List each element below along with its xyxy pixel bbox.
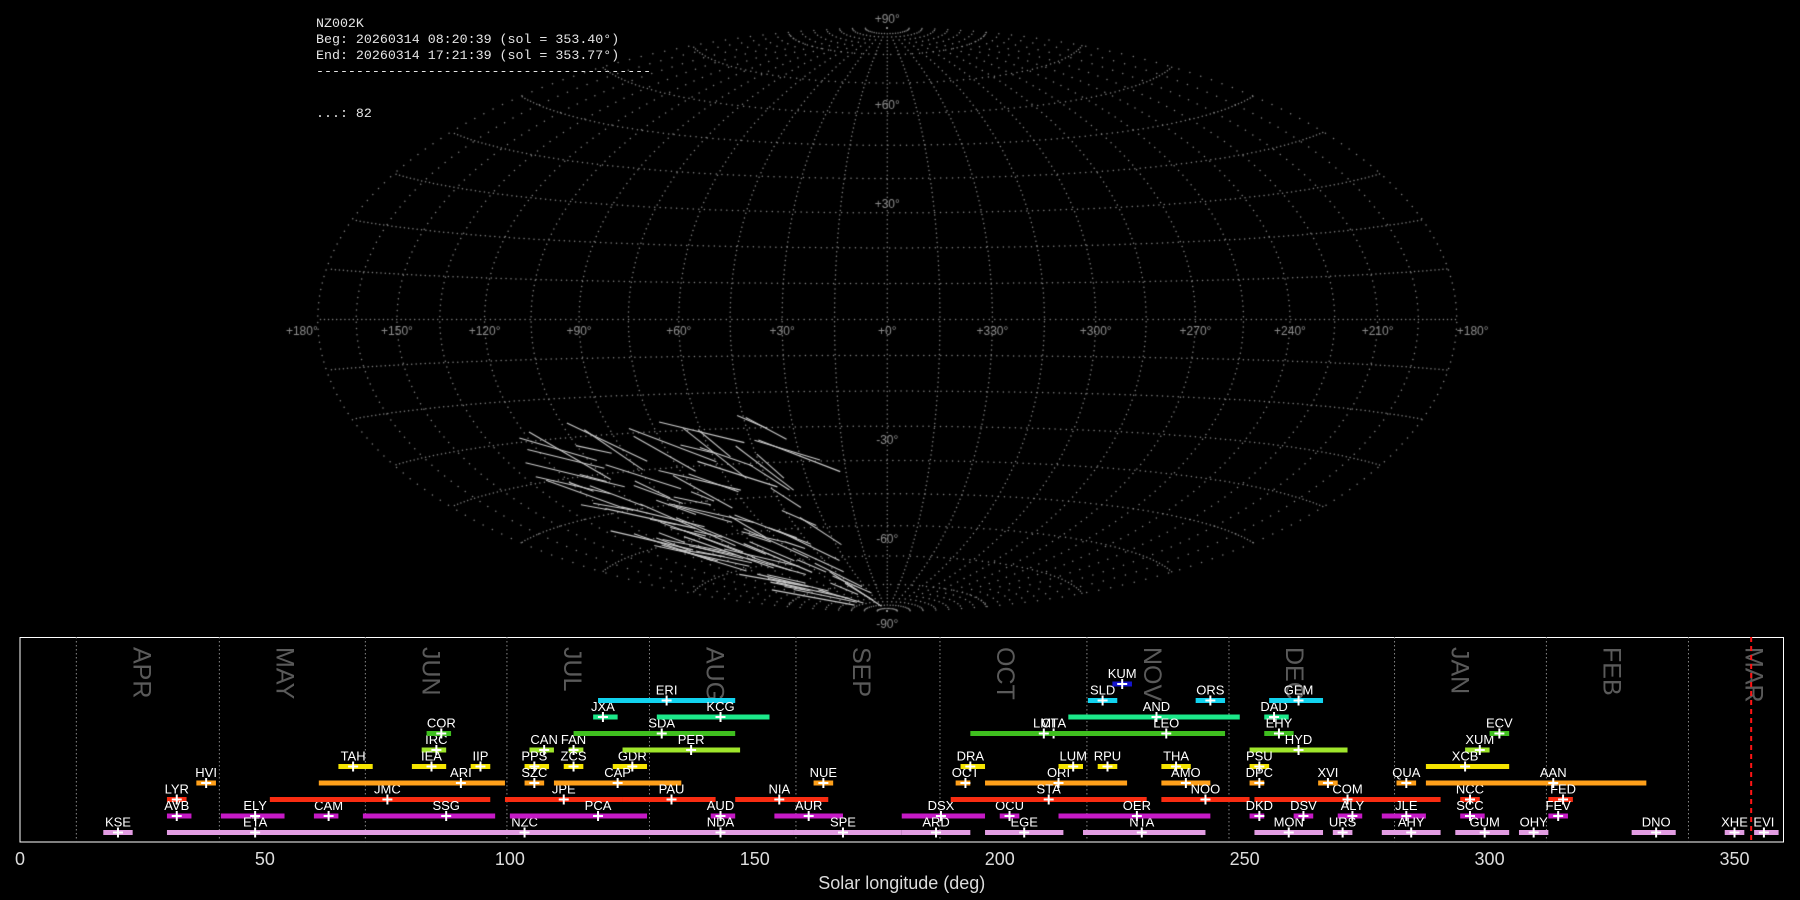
svg-text:CAN: CAN — [530, 732, 557, 747]
svg-text:IEA: IEA — [421, 749, 442, 764]
svg-text:NIA: NIA — [768, 782, 790, 797]
svg-text:KSE: KSE — [105, 815, 131, 830]
svg-text:IIP: IIP — [473, 749, 489, 764]
svg-text:ARI: ARI — [450, 765, 472, 780]
svg-text:200: 200 — [985, 849, 1015, 869]
svg-text:PPS: PPS — [521, 749, 547, 764]
svg-text:ZCS: ZCS — [561, 749, 587, 764]
svg-text:FEV: FEV — [1546, 798, 1572, 813]
svg-text:DPC: DPC — [1246, 765, 1273, 780]
svg-text:NUE: NUE — [810, 765, 838, 780]
svg-text:SZC: SZC — [521, 765, 547, 780]
svg-text:OCT: OCT — [991, 647, 1019, 700]
svg-text:OER: OER — [1123, 798, 1151, 813]
svg-text:MAY: MAY — [270, 647, 298, 700]
svg-text:150: 150 — [740, 849, 770, 869]
svg-text:AUG: AUG — [700, 647, 728, 701]
svg-text:SCC: SCC — [1456, 798, 1483, 813]
svg-text:XCB: XCB — [1452, 749, 1479, 764]
svg-text:QUA: QUA — [1392, 765, 1421, 780]
svg-text:50: 50 — [255, 849, 275, 869]
svg-text:0: 0 — [15, 849, 25, 869]
svg-text:ECV: ECV — [1486, 716, 1513, 731]
svg-text:ERI: ERI — [656, 683, 678, 698]
svg-text:300: 300 — [1475, 849, 1505, 869]
svg-text:OHY: OHY — [1520, 815, 1549, 830]
svg-text:AVB: AVB — [164, 798, 189, 813]
svg-text:SEP: SEP — [847, 647, 875, 697]
svg-text:AAN: AAN — [1540, 765, 1567, 780]
svg-text:KUM: KUM — [1108, 666, 1137, 681]
svg-text:DRA: DRA — [957, 749, 985, 764]
svg-text:COR: COR — [427, 716, 456, 731]
svg-text:THA: THA — [1163, 749, 1189, 764]
svg-text:AHY: AHY — [1398, 815, 1425, 830]
svg-text:APR: APR — [127, 647, 155, 698]
svg-text:LYR: LYR — [165, 782, 189, 797]
svg-text:URS: URS — [1329, 815, 1357, 830]
svg-text:TAH: TAH — [341, 749, 366, 764]
svg-text:AUD: AUD — [707, 798, 734, 813]
svg-text:LEO: LEO — [1153, 716, 1179, 731]
svg-text:HYD: HYD — [1285, 732, 1312, 747]
svg-text:JUN: JUN — [416, 647, 444, 696]
svg-text:NDA: NDA — [707, 815, 735, 830]
svg-text:NOO: NOO — [1191, 782, 1221, 797]
svg-text:PCA: PCA — [585, 798, 612, 813]
svg-text:GEM: GEM — [1284, 683, 1314, 698]
svg-text:250: 250 — [1230, 849, 1260, 869]
svg-text:LMI: LMI — [1033, 716, 1055, 731]
svg-text:CAP: CAP — [604, 765, 631, 780]
svg-text:XHE: XHE — [1721, 815, 1748, 830]
svg-text:Solar longitude (deg): Solar longitude (deg) — [818, 873, 985, 893]
svg-text:ORS: ORS — [1196, 683, 1225, 698]
svg-text:FEB: FEB — [1597, 647, 1625, 696]
svg-text:100: 100 — [495, 849, 525, 869]
svg-text:JAN: JAN — [1446, 647, 1474, 694]
svg-text:RPU: RPU — [1094, 749, 1121, 764]
svg-text:ELY: ELY — [243, 798, 267, 813]
svg-text:AND: AND — [1143, 699, 1170, 714]
svg-text:SPE: SPE — [830, 815, 856, 830]
svg-text:FED: FED — [1550, 782, 1576, 797]
svg-text:KCG: KCG — [706, 699, 734, 714]
svg-text:GUM: GUM — [1470, 815, 1500, 830]
svg-text:MAR: MAR — [1739, 647, 1767, 703]
svg-text:ETA: ETA — [243, 815, 268, 830]
svg-text:AUR: AUR — [795, 798, 822, 813]
svg-text:XVI: XVI — [1317, 765, 1338, 780]
svg-text:DNO: DNO — [1642, 815, 1671, 830]
svg-text:SLD: SLD — [1090, 683, 1115, 698]
svg-text:DSV: DSV — [1290, 798, 1317, 813]
svg-text:STA: STA — [1037, 782, 1062, 797]
svg-text:JLE: JLE — [1395, 798, 1418, 813]
svg-text:350: 350 — [1719, 849, 1749, 869]
svg-text:PSU: PSU — [1246, 749, 1273, 764]
svg-text:LUM: LUM — [1059, 749, 1086, 764]
svg-text:PER: PER — [678, 732, 705, 747]
svg-text:NOV: NOV — [1138, 647, 1166, 702]
svg-text:DSX: DSX — [928, 798, 955, 813]
svg-text:SSG: SSG — [432, 798, 459, 813]
svg-text:HVI: HVI — [195, 765, 217, 780]
svg-text:EVI: EVI — [1753, 815, 1774, 830]
svg-text:DKD: DKD — [1246, 798, 1273, 813]
svg-text:EHY: EHY — [1266, 716, 1293, 731]
svg-text:JUL: JUL — [558, 647, 586, 692]
svg-text:AMO: AMO — [1171, 765, 1201, 780]
svg-text:ARD: ARD — [922, 815, 949, 830]
svg-text:ALY: ALY — [1341, 798, 1365, 813]
svg-text:PAU: PAU — [659, 782, 685, 797]
